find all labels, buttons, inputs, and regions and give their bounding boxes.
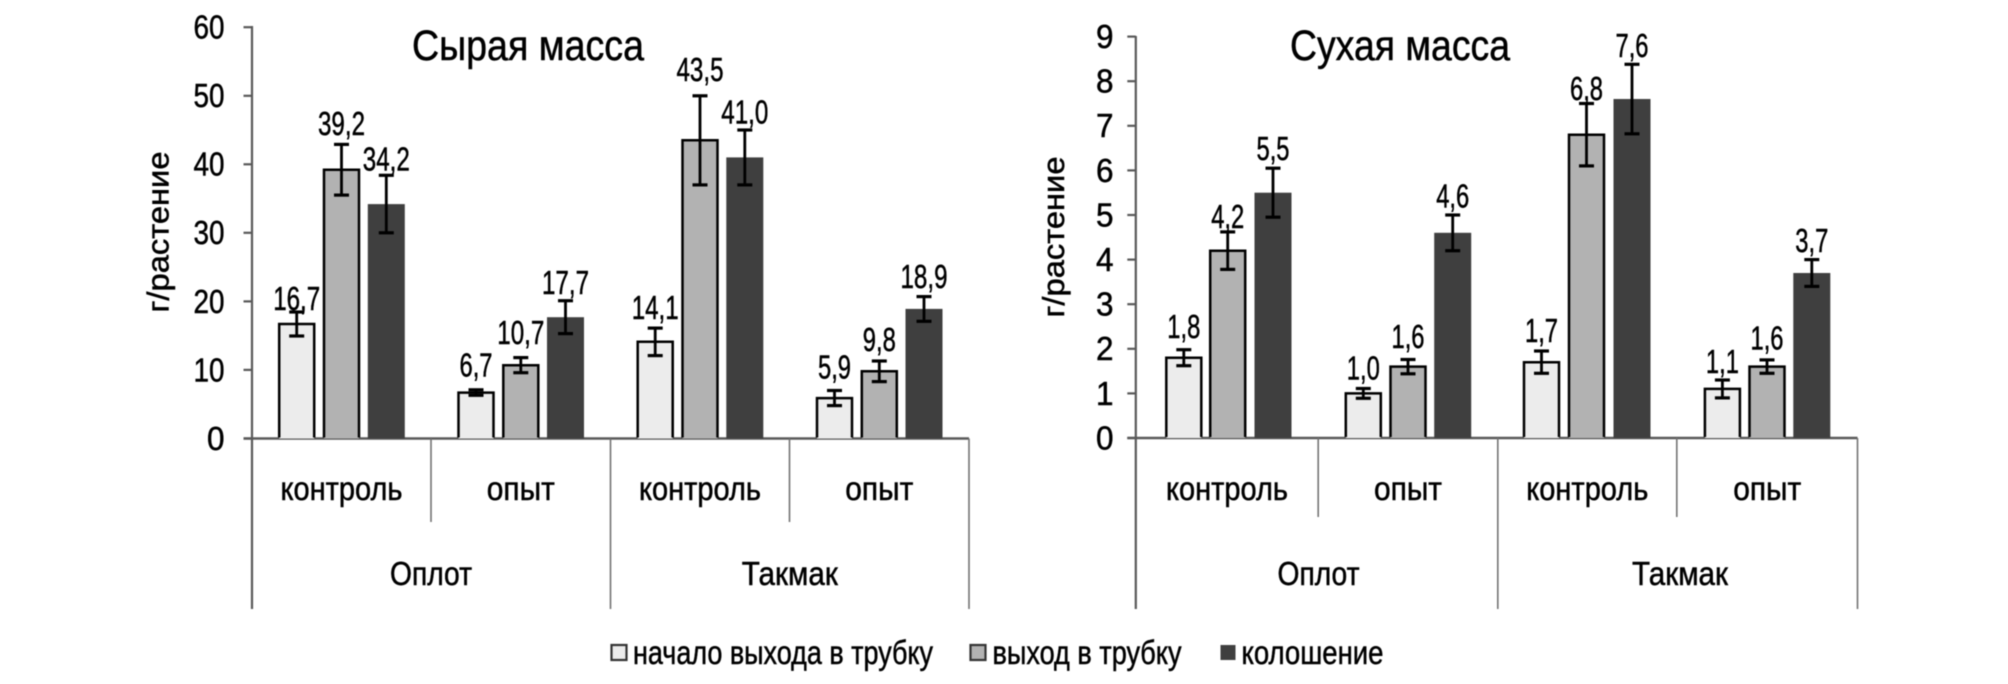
svg-text:6,8: 6,8 <box>1570 70 1603 107</box>
svg-text:г/растение: г/растение <box>141 152 176 313</box>
svg-text:6,7: 6,7 <box>460 347 493 384</box>
svg-text:4: 4 <box>1096 241 1114 278</box>
svg-text:1,7: 1,7 <box>1525 312 1558 349</box>
svg-text:3: 3 <box>1096 286 1114 323</box>
svg-text:7: 7 <box>1096 107 1114 144</box>
svg-text:8: 8 <box>1096 63 1114 100</box>
svg-text:Оплот: Оплот <box>390 555 472 592</box>
svg-text:5,5: 5,5 <box>1257 130 1290 167</box>
svg-text:34,2: 34,2 <box>363 141 410 178</box>
svg-text:60: 60 <box>194 9 225 46</box>
svg-text:выход в трубку: выход в трубку <box>993 634 1182 671</box>
svg-text:7,6: 7,6 <box>1616 27 1649 64</box>
svg-text:30: 30 <box>194 214 225 251</box>
svg-text:16,7: 16,7 <box>273 280 320 317</box>
svg-text:0: 0 <box>1096 419 1114 456</box>
svg-text:2: 2 <box>1096 330 1114 367</box>
svg-text:20: 20 <box>194 283 225 320</box>
svg-text:6: 6 <box>1096 152 1114 189</box>
svg-text:опыт: опыт <box>845 470 913 507</box>
svg-text:1,1: 1,1 <box>1706 343 1739 380</box>
svg-text:50: 50 <box>194 77 225 114</box>
svg-text:опыт: опыт <box>487 470 555 507</box>
svg-text:43,5: 43,5 <box>677 51 724 88</box>
svg-text:4,2: 4,2 <box>1211 198 1244 235</box>
svg-text:40: 40 <box>194 146 225 183</box>
svg-text:10: 10 <box>194 351 225 388</box>
svg-text:1: 1 <box>1096 375 1114 412</box>
svg-text:41,0: 41,0 <box>721 94 768 131</box>
svg-text:1,6: 1,6 <box>1392 318 1425 355</box>
svg-text:5: 5 <box>1096 196 1114 233</box>
svg-text:5,9: 5,9 <box>818 349 851 386</box>
svg-text:0: 0 <box>207 420 225 457</box>
svg-text:контроль: контроль <box>639 470 761 507</box>
svg-text:колошение: колошение <box>1242 634 1384 671</box>
svg-text:4,6: 4,6 <box>1436 178 1469 215</box>
svg-text:39,2: 39,2 <box>318 105 365 142</box>
svg-text:Сырая масса: Сырая масса <box>412 22 644 70</box>
svg-text:Оплот: Оплот <box>1278 555 1360 592</box>
svg-text:г/растение: г/растение <box>1036 157 1071 318</box>
svg-text:контроль: контроль <box>1166 470 1288 507</box>
svg-text:1,6: 1,6 <box>1751 320 1784 357</box>
svg-text:9,8: 9,8 <box>863 321 896 358</box>
svg-text:Такмак: Такмак <box>1632 555 1728 592</box>
svg-text:3,7: 3,7 <box>1795 222 1828 259</box>
svg-text:Такмак: Такмак <box>742 555 838 592</box>
svg-text:17,7: 17,7 <box>542 264 589 301</box>
svg-text:1,8: 1,8 <box>1167 308 1200 345</box>
svg-text:10,7: 10,7 <box>497 314 544 351</box>
svg-text:контроль: контроль <box>281 470 403 507</box>
svg-text:9: 9 <box>1096 18 1114 55</box>
svg-text:18,9: 18,9 <box>901 258 948 295</box>
svg-text:контроль: контроль <box>1526 470 1648 507</box>
svg-text:опыт: опыт <box>1374 470 1442 507</box>
svg-text:14,1: 14,1 <box>632 289 679 326</box>
svg-text:начало выхода в трубку: начало выхода в трубку <box>633 634 933 671</box>
svg-text:1,0: 1,0 <box>1347 350 1380 387</box>
svg-text:Сухая масса: Сухая масса <box>1290 22 1510 70</box>
svg-text:опыт: опыт <box>1733 470 1801 507</box>
